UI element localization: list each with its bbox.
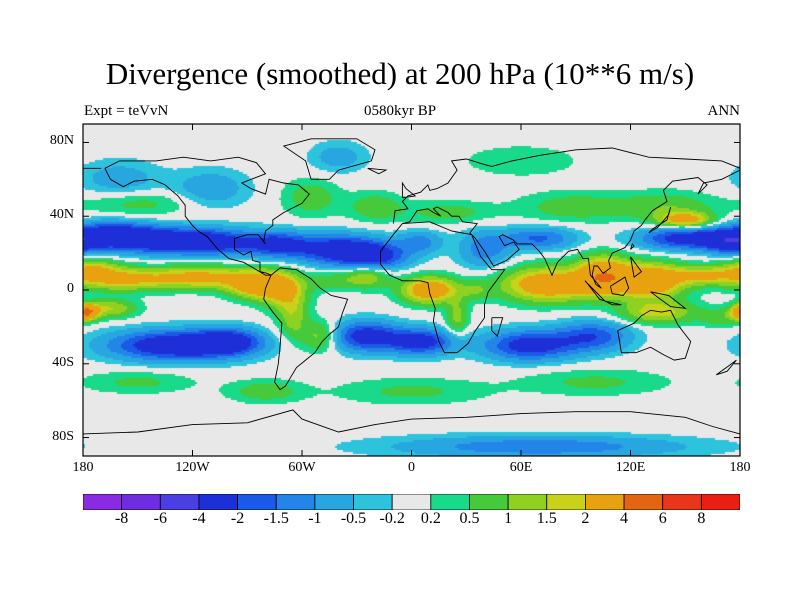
lon-tick-label: 120W <box>175 460 210 475</box>
lon-tick-label: 180 <box>72 460 94 475</box>
colorbar-box <box>198 494 238 510</box>
colorbar-label: -2 <box>230 510 245 527</box>
colorbar-box <box>585 494 625 510</box>
lat-tick-label: 40S <box>52 354 74 370</box>
lon-tick-label: 60W <box>288 460 316 475</box>
colorbar-label: 1 <box>504 510 513 527</box>
colorbar-box <box>662 494 702 510</box>
colorbar-box <box>275 494 316 510</box>
colorbar-box <box>469 494 509 510</box>
colorbar-box <box>700 494 740 510</box>
colorbar-label: -1.5 <box>263 510 289 527</box>
colorbar-label: 0.5 <box>459 510 480 527</box>
colorbar-box <box>546 494 586 510</box>
chart-title: Divergence (smoothed) at 200 hPa (10**6 … <box>105 56 695 91</box>
experiment-label: Expt = teVvN <box>84 103 169 119</box>
lon-tick-label: 120E <box>615 460 646 475</box>
time-label: 0580kyr BP <box>363 103 437 119</box>
colorbar-label: -0.2 <box>379 510 405 527</box>
colorbar-label: 8 <box>697 510 706 527</box>
colorbar-label: -6 <box>153 510 167 527</box>
colorbar-label: 2 <box>581 510 590 527</box>
lat-tick-label: 80S <box>52 428 74 444</box>
colorbar-label: 6 <box>658 510 667 527</box>
colorbar-box <box>623 494 664 510</box>
colorbar-box <box>159 494 200 510</box>
colorbar-label: -8 <box>114 510 129 527</box>
colorbar-label: -1 <box>308 510 322 527</box>
lon-tick-label: 0 <box>408 460 415 475</box>
colorbar <box>83 494 740 510</box>
lat-tick-label: 0 <box>67 281 74 296</box>
colorbar-box <box>121 494 161 510</box>
colorbar-label: 4 <box>620 510 629 527</box>
lat-tick-label: 40N <box>49 207 74 223</box>
season-label: ANN <box>707 103 741 119</box>
colorbar-label: 1.5 <box>536 510 557 527</box>
divergence-map <box>83 124 740 456</box>
colorbar-label: -0.5 <box>340 510 367 527</box>
colorbar-box <box>507 494 548 510</box>
lon-tick-label: 180 <box>729 460 751 475</box>
colorbar-box <box>430 494 470 510</box>
colorbar-label: 0.2 <box>420 510 441 527</box>
colorbar-box <box>391 494 432 510</box>
colorbar-box <box>353 494 393 510</box>
colorbar-box <box>314 494 354 510</box>
colorbar-box <box>237 494 277 510</box>
lat-tick-label: 80N <box>49 133 74 149</box>
lon-tick-label: 60E <box>509 460 533 475</box>
colorbar-label: -4 <box>192 510 206 527</box>
colorbar-box <box>83 494 123 510</box>
